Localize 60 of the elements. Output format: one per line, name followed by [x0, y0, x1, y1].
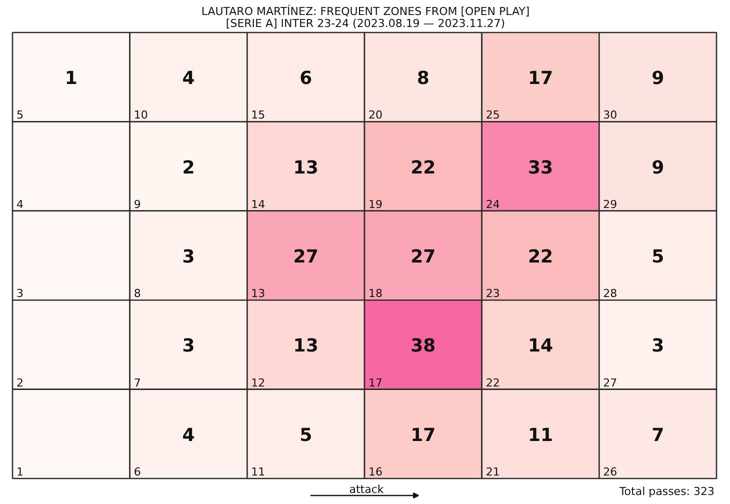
annotation: 22	[486, 376, 500, 390]
text: Total passes: 323	[618, 485, 715, 498]
data-label: 8	[416, 68, 430, 90]
data-label: 11	[528, 424, 554, 446]
data-label: 13	[293, 157, 318, 178]
data-label: 1	[64, 68, 78, 90]
data-label: 22	[528, 246, 554, 268]
data-label: 17	[528, 68, 554, 90]
annotation: 1	[16, 466, 24, 478]
annotation: 14	[251, 198, 266, 211]
text: attack	[349, 483, 384, 496]
data-label: 27	[293, 246, 318, 268]
data-label: 3	[182, 246, 195, 268]
annotation: 21	[486, 466, 500, 478]
data-label: 9	[652, 68, 664, 90]
annotation: 11	[251, 466, 266, 478]
annotation: 28	[603, 287, 618, 300]
data-label: 14	[528, 336, 554, 357]
chart-subtitle: [SERIE A] INTER 23-24 (2023.08.19 — 2023.11.27)	[226, 17, 506, 30]
annotation: 19	[368, 198, 382, 211]
annotation: 15	[251, 108, 266, 122]
data-label: 4	[182, 68, 195, 90]
annotation: 12	[251, 376, 266, 390]
data-label: 38	[410, 336, 436, 357]
annotation: 29	[603, 198, 618, 211]
data-label: 3	[652, 336, 664, 357]
annotation: 30	[603, 108, 618, 122]
data-label: 5	[300, 424, 312, 446]
annotation: 5	[16, 108, 24, 122]
data-label: 9	[652, 157, 664, 178]
annotation: 9	[134, 198, 141, 211]
annotation: 26	[603, 466, 618, 478]
annotation: 2	[16, 376, 24, 390]
annotation: 3	[16, 287, 24, 300]
annotation: 17	[368, 376, 382, 390]
annotation: 24	[486, 198, 500, 211]
annotation: 13	[251, 287, 266, 300]
annotation: 6	[134, 466, 141, 478]
data-label: 7	[652, 424, 664, 446]
annotation: 27	[603, 376, 618, 390]
data-label: 17	[410, 424, 436, 446]
annotation: 16	[368, 466, 382, 478]
annotation: 7	[134, 376, 141, 390]
data-label: 6	[300, 68, 312, 90]
data-label: 13	[293, 336, 318, 357]
data-label: 22	[410, 157, 436, 178]
data-label: 4	[182, 424, 195, 446]
annotation: 23	[486, 287, 500, 300]
data-label: 27	[410, 246, 436, 268]
annotation: 8	[134, 287, 141, 300]
annotation: 18	[368, 287, 382, 300]
data-label: 33	[528, 157, 554, 178]
data-label: 2	[182, 157, 195, 178]
data-label: 3	[182, 336, 195, 357]
annotation: 4	[16, 198, 24, 211]
annotation: 25	[486, 108, 500, 122]
data-label: 5	[652, 246, 664, 268]
chart-title: LAUTARO MARTÍNEZ: FREQUENT ZONES FROM [OPEN PLAY]	[201, 4, 530, 18]
annotation: 20	[368, 108, 382, 122]
annotation: 10	[134, 108, 148, 122]
